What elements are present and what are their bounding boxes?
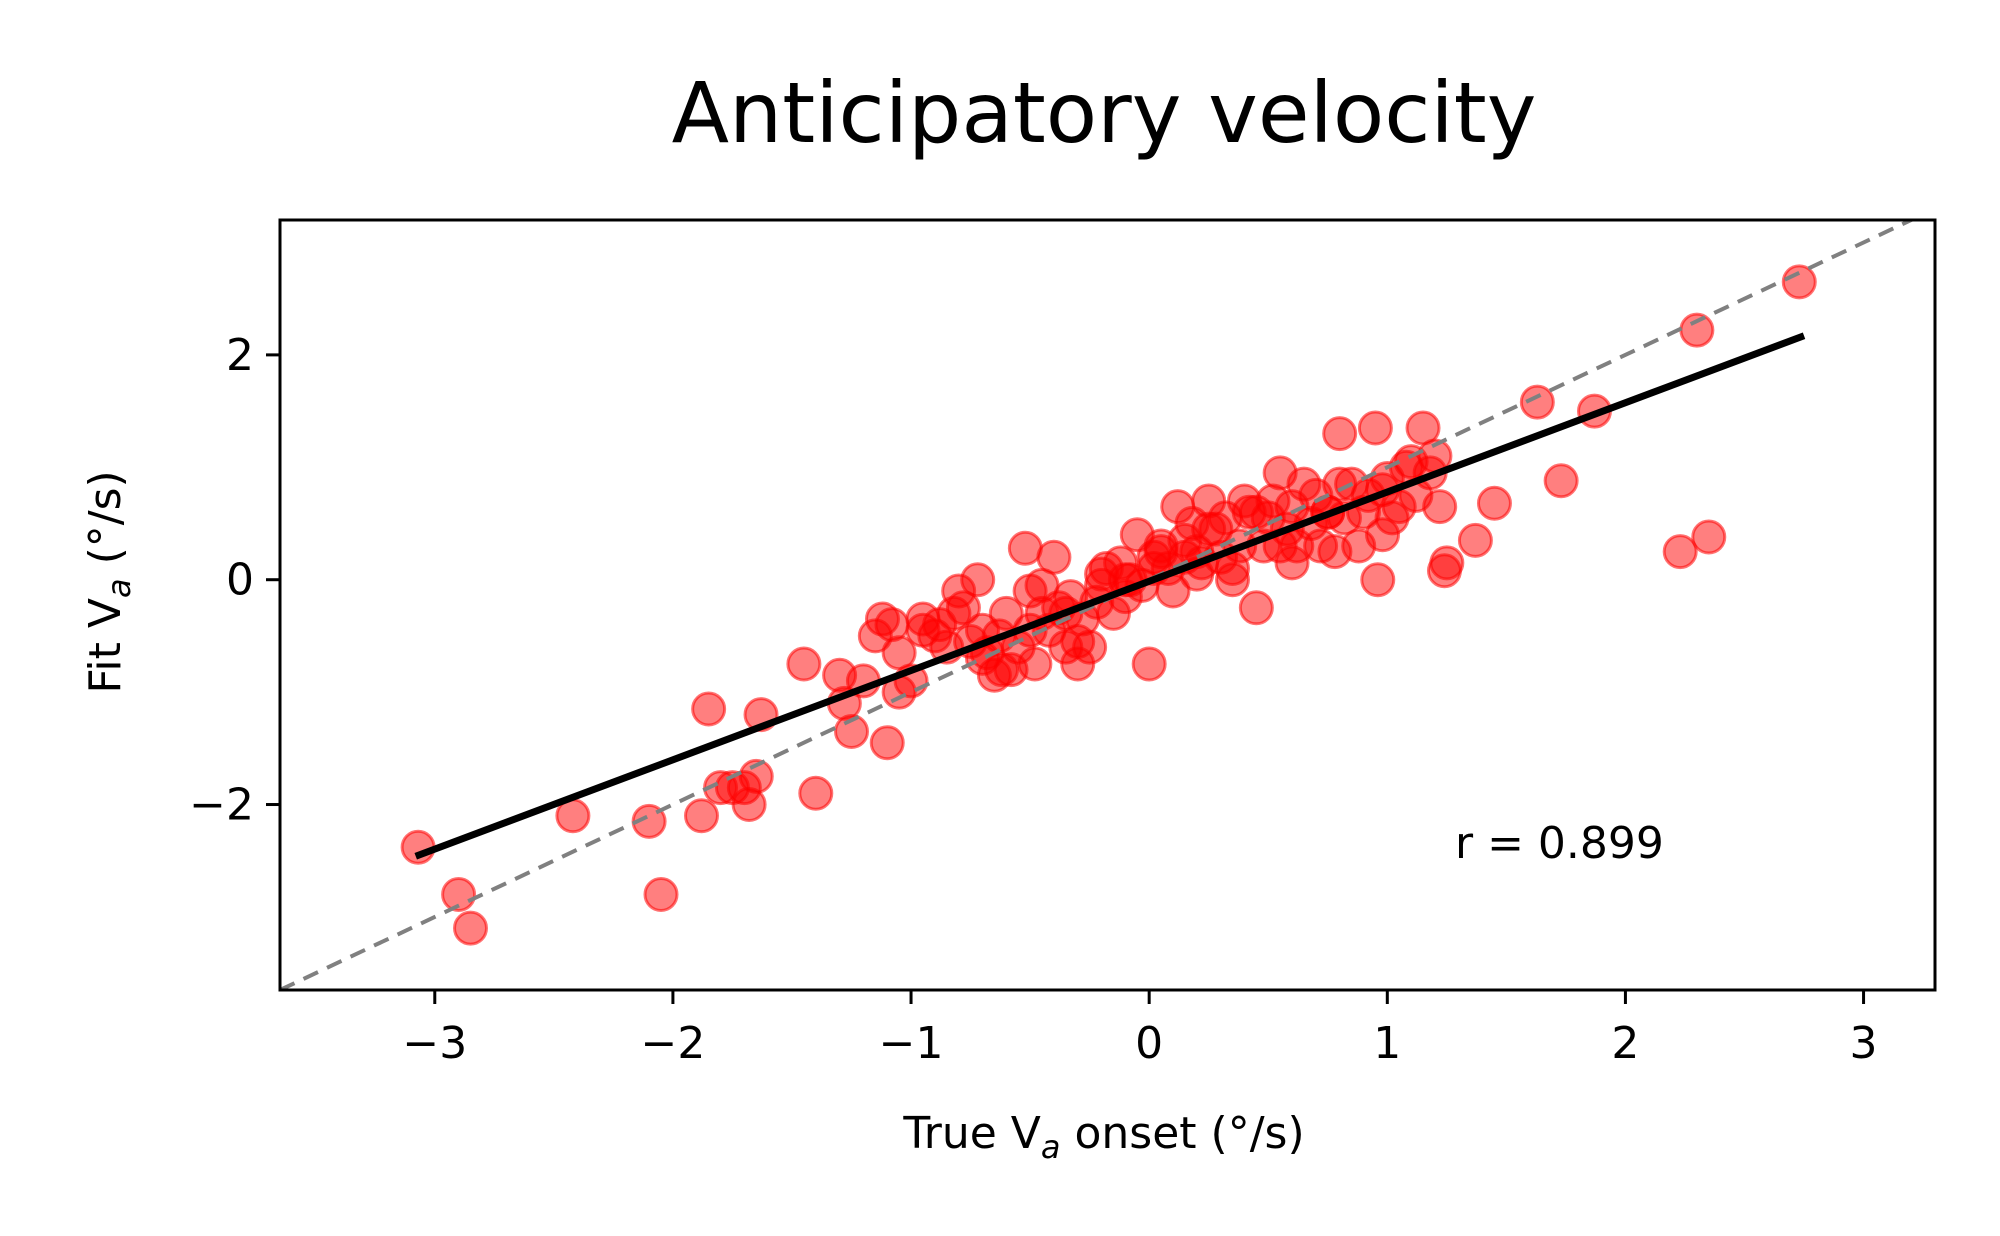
y-tick-label: −2	[189, 780, 254, 831]
data-point	[1357, 410, 1393, 446]
data-point	[988, 595, 1024, 631]
data-point	[643, 876, 679, 912]
data-point	[1543, 463, 1579, 499]
data-point	[1476, 485, 1512, 521]
data-point	[683, 798, 719, 834]
y-tick-label: 2	[226, 330, 254, 381]
correlation-annotation: r = 0.899	[1455, 818, 1664, 869]
data-point	[1519, 384, 1555, 420]
data-point	[1131, 646, 1167, 682]
data-point	[1322, 416, 1358, 452]
data-point	[1143, 534, 1179, 570]
x-tick-label: 2	[1611, 1018, 1639, 1069]
data-point	[1691, 519, 1727, 555]
data-point	[945, 590, 981, 626]
data-point	[1007, 530, 1043, 566]
data-point	[738, 758, 774, 794]
data-point	[960, 562, 996, 598]
y-tick-label: 0	[226, 555, 254, 606]
y-axis-ticks: −2 0 2	[189, 330, 280, 831]
chart-title: Anticipatory velocity	[672, 64, 1537, 162]
data-point	[441, 876, 477, 912]
data-point	[984, 652, 1020, 688]
x-tick-label: −2	[640, 1018, 705, 1069]
regression-fit-line	[414, 332, 1806, 860]
data-point	[1422, 489, 1458, 525]
data-point	[1036, 539, 1072, 575]
data-point	[1238, 590, 1274, 626]
x-axis-label: True Va onset (°/s)	[902, 1108, 1304, 1166]
x-tick-label: 3	[1850, 1018, 1878, 1069]
data-point	[786, 646, 822, 682]
data-point	[453, 910, 489, 946]
data-point	[1191, 511, 1227, 547]
data-point	[834, 713, 870, 749]
data-points	[400, 264, 1817, 946]
data-point	[1429, 545, 1465, 581]
x-tick-label: −3	[402, 1018, 467, 1069]
data-point	[1017, 646, 1053, 682]
x-tick-label: −1	[879, 1018, 944, 1069]
data-point	[1662, 534, 1698, 570]
y-axis-label: Fit Va (°/s)	[80, 470, 138, 693]
data-point	[869, 725, 905, 761]
data-point	[1781, 264, 1817, 300]
data-point	[1360, 562, 1396, 598]
data-point	[1060, 624, 1096, 660]
data-point	[691, 691, 727, 727]
x-tick-label: 1	[1373, 1018, 1401, 1069]
data-point	[798, 775, 834, 811]
plot-area	[280, 220, 1916, 990]
data-point	[1457, 522, 1493, 558]
x-axis-ticks: −3 −2 −1 0 1 2 3	[402, 990, 1878, 1069]
x-tick-label: 0	[1135, 1018, 1163, 1069]
data-point	[905, 601, 941, 637]
plot-frame	[278, 218, 1937, 992]
